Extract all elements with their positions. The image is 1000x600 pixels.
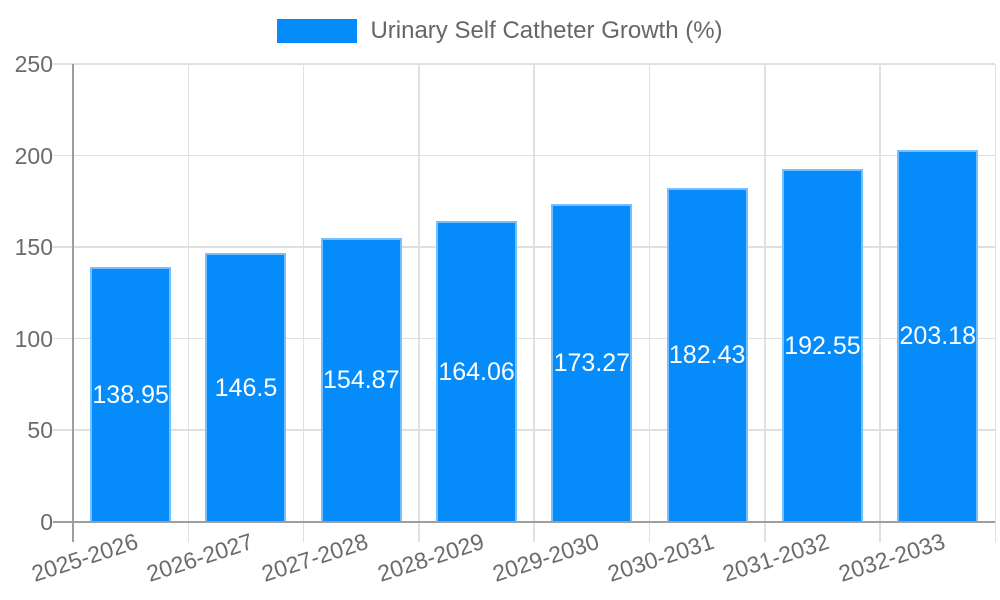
bar-value-label: 138.95: [92, 380, 169, 409]
bar-value-label: 192.55: [784, 331, 861, 360]
y-axis-tick-label: 250: [14, 51, 53, 77]
chart-legend: Urinary Self Catheter Growth (%): [0, 16, 1000, 46]
gridline-horizontal: [53, 63, 996, 65]
y-axis-tick-label: 100: [14, 325, 53, 352]
bar-2032-2033[interactable]: 203.18: [897, 149, 979, 522]
bar-2031-2032[interactable]: 192.55: [781, 169, 863, 522]
y-axis-tick-label: 50: [27, 417, 53, 443]
bar-2025-2026[interactable]: 138.95: [90, 267, 172, 522]
y-axis-tick-label: 150: [14, 234, 53, 260]
x-axis-tick-label: 2028-2029: [373, 527, 487, 587]
gridline-horizontal: [53, 154, 996, 157]
gridline-horizontal: [53, 429, 996, 431]
bar-value-label: 173.27: [553, 349, 631, 378]
bar-value-label: 154.87: [323, 366, 400, 395]
bar-value-label: 146.5: [214, 373, 278, 402]
x-axis-tick-label: 2032-2033: [835, 527, 948, 587]
bar-2028-2029[interactable]: 164.06: [436, 221, 518, 522]
bar-value-label: 203.18: [899, 322, 976, 351]
legend-series-label: Urinary Self Catheter Growth (%): [370, 17, 723, 44]
y-axis-tick-label: 200: [14, 142, 53, 169]
x-axis-tick-label: 2031-2032: [719, 527, 833, 587]
bar-value-label: 182.43: [668, 341, 746, 370]
gridline-vertical: [764, 64, 766, 542]
bar-2026-2027[interactable]: 146.5: [205, 253, 287, 522]
x-axis-tick-label: 2029-2030: [489, 527, 602, 587]
gridline-vertical: [187, 64, 190, 542]
x-axis-tick-label: 2027-2028: [258, 527, 372, 587]
gridline-horizontal: [53, 337, 996, 340]
gridline-vertical: [994, 64, 997, 542]
x-axis-tick-label: 2026-2027: [143, 527, 256, 587]
legend-item[interactable]: Urinary Self Catheter Growth (%): [277, 17, 723, 45]
legend-swatch-icon: [277, 19, 358, 43]
bar-value-label: 164.06: [438, 357, 515, 386]
gridline-vertical: [302, 64, 305, 542]
x-axis-tick-label: 2030-2031: [604, 527, 718, 587]
bar-2027-2028[interactable]: 154.87: [320, 238, 402, 522]
bar-2030-2031[interactable]: 182.43: [666, 187, 748, 522]
gridline-horizontal: [53, 246, 996, 248]
x-axis-line: [53, 520, 996, 523]
x-axis-tick-label: 2025-2026: [28, 527, 141, 587]
bar-2029-2030[interactable]: 173.27: [551, 204, 633, 522]
gridline-vertical: [533, 64, 535, 542]
y-axis-line: [72, 64, 74, 542]
y-axis-tick-label: 0: [40, 508, 53, 535]
gridline-vertical: [648, 64, 651, 542]
gridline-vertical: [418, 64, 420, 542]
gridline-vertical: [879, 64, 881, 542]
